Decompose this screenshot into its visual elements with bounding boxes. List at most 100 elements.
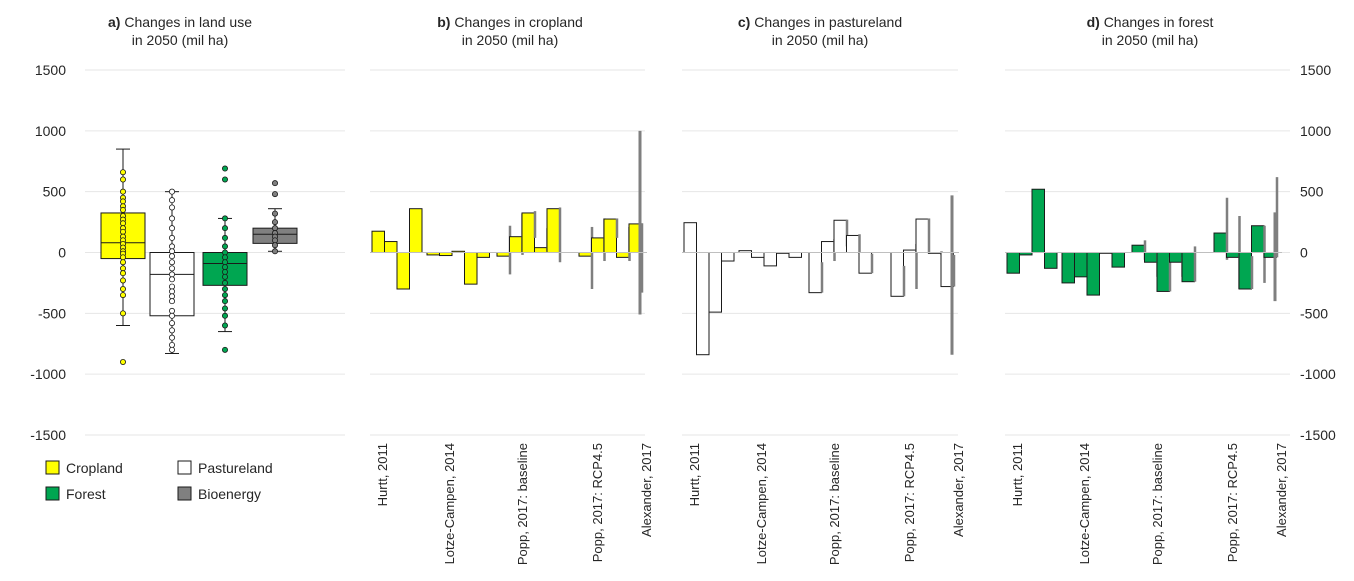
boxplot-bioenergy <box>252 180 298 255</box>
data-point <box>168 341 175 348</box>
panel-d-forest-bars <box>1005 177 1282 302</box>
bar <box>1181 252 1195 283</box>
bar <box>1044 252 1058 269</box>
data-point <box>168 293 175 300</box>
data-point <box>221 285 228 292</box>
data-point <box>271 180 278 187</box>
legend-swatch-forest <box>45 486 60 501</box>
panel-a-title-line2: in 2050 (mil ha) <box>132 32 229 48</box>
bar <box>1086 252 1100 296</box>
study-label: Popp, 2017: RCP4.5 <box>902 443 917 562</box>
data-point <box>168 283 175 290</box>
y-tick-label-right: -500 <box>1300 305 1328 321</box>
data-point <box>120 169 127 176</box>
y-tick-label-right: 1500 <box>1300 62 1331 78</box>
data-point <box>168 320 175 327</box>
bar-group <box>1213 177 1279 290</box>
svg-text:b) Changes in cropland: b) Changes in cropland <box>437 14 583 30</box>
y-axis-left: 1500 1000 500 0 -500 -1000 -1500 <box>30 62 66 443</box>
svg-text:d) Changes in forest: d) Changes in forest <box>1087 14 1214 30</box>
panel-b-letter: b) <box>437 14 450 30</box>
panel-c-letter: c) <box>738 14 750 30</box>
data-point <box>120 277 127 284</box>
bar <box>509 236 523 254</box>
data-point <box>120 206 127 213</box>
study-label: Popp, 2017: RCP4.5 <box>590 443 605 562</box>
data-point <box>221 292 228 299</box>
data-point <box>168 225 175 232</box>
bar <box>578 252 592 257</box>
bar <box>521 212 535 253</box>
data-point <box>271 248 278 255</box>
data-point <box>271 210 278 217</box>
legend-label-pastureland: Pastureland <box>198 460 273 476</box>
bar <box>476 252 490 258</box>
bar <box>1111 252 1125 268</box>
panel-a-letter: a) <box>108 14 120 30</box>
panel-d-title-line1: Changes in forest <box>1104 14 1214 30</box>
data-point <box>168 204 175 211</box>
data-point <box>168 288 175 295</box>
data-point <box>168 346 175 353</box>
data-point <box>271 191 278 198</box>
y-tick-label-right: 500 <box>1300 184 1324 200</box>
y-tick-label-left: 500 <box>43 184 67 200</box>
data-point <box>168 276 175 283</box>
panel-d-title-line2: in 2050 (mil ha) <box>1102 32 1199 48</box>
data-point <box>120 270 127 277</box>
data-point <box>168 334 175 341</box>
study-label: Popp, 2017: baseline <box>515 443 530 565</box>
bar <box>603 218 617 254</box>
bar <box>788 252 802 258</box>
data-point <box>120 292 127 299</box>
panel-c-title: c) Changes in pastureland in 2050 (mil h… <box>738 14 902 48</box>
bar <box>1169 252 1183 263</box>
bar <box>721 252 735 262</box>
data-point <box>120 254 127 261</box>
bar <box>833 219 847 253</box>
data-point <box>221 264 228 271</box>
bar <box>1156 252 1170 292</box>
bar-group <box>496 207 562 275</box>
data-point <box>168 327 175 334</box>
data-point <box>168 215 175 222</box>
data-point <box>168 312 175 319</box>
panel-b-cropland-bars <box>370 130 647 315</box>
bar <box>464 252 478 285</box>
data-point <box>168 265 175 272</box>
study-label: Hurtt, 2011 <box>375 443 390 506</box>
study-label: Hurtt, 2011 <box>687 443 702 506</box>
y-tick-label-left: -1500 <box>30 427 66 443</box>
legend: Cropland Pastureland Forest Bioenergy <box>45 460 273 502</box>
data-point <box>221 305 228 312</box>
bar <box>683 222 697 253</box>
data-point <box>168 234 175 241</box>
y-tick-label-left: 1000 <box>35 123 66 139</box>
y-tick-label-right: 1000 <box>1300 123 1331 139</box>
data-point <box>120 228 127 235</box>
data-point <box>221 243 228 250</box>
data-point <box>120 220 127 227</box>
y-tick-label-left: 1500 <box>35 62 66 78</box>
panel-c-pastureland-bars <box>682 195 959 356</box>
data-point <box>221 234 228 241</box>
svg-text:a) Changes in land use: a) Changes in land use <box>108 14 252 30</box>
panel-a-title-line1: Changes in land use <box>124 14 252 30</box>
panel-c-title-line2: in 2050 (mil ha) <box>772 32 869 48</box>
panel-c-title-line1: Changes in pastureland <box>754 14 902 30</box>
bar-group <box>1006 188 1058 274</box>
study-label: Popp, 2017: RCP4.5 <box>1225 443 1240 562</box>
data-point <box>168 248 175 255</box>
legend-swatch-bioenergy <box>177 486 192 501</box>
panel-a-title: a) Changes in land use in 2050 (mil ha) <box>108 14 252 48</box>
boxplot-cropland <box>100 148 146 365</box>
bar <box>763 252 777 267</box>
bar <box>616 252 630 258</box>
study-labels: Hurtt, 2011 Lotze-Campen, 2014 Popp, 2017:… <box>375 443 1289 565</box>
data-point <box>221 298 228 305</box>
data-point <box>120 358 127 365</box>
bar <box>1061 252 1075 284</box>
bar <box>858 252 872 274</box>
bar <box>1226 252 1240 258</box>
study-label: Popp, 2017: baseline <box>827 443 842 565</box>
